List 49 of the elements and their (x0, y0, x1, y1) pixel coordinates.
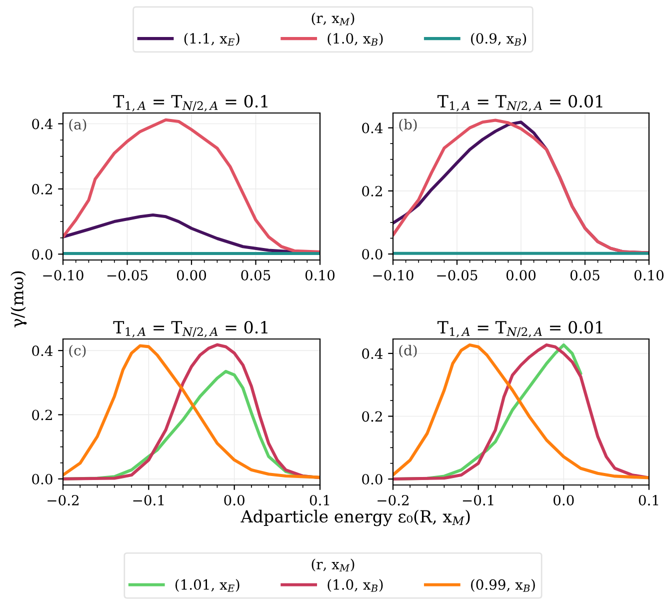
annotation: (c) (69, 344, 86, 358)
x-tick-label: 0.00 (176, 270, 206, 280)
y-axis-title: γ/(mω) (10, 271, 27, 328)
annotation: (d) (399, 344, 417, 358)
y-tick-label: 0.2 (362, 411, 382, 422)
y-tick-label: 0.4 (362, 122, 383, 134)
x-tick-label: 0.10 (305, 270, 335, 280)
legend-label: (0.9, x$_{B}$) (471, 32, 526, 46)
y-tick-label: 0.0 (32, 474, 52, 484)
x-tick-label: −0.1 (133, 494, 164, 506)
chart-title: T$_{1,A}$ = T$_{N/2,A}$ = 0.01 (437, 94, 602, 112)
x-tick-label: −0.1 (462, 494, 494, 506)
legend-label: (0.99, x$_{B}$) (471, 579, 535, 592)
x-tick-label: 0.00 (506, 270, 536, 280)
legend-title: (r, x$_{M}$) (312, 558, 354, 572)
y-tick-label: 0.4 (362, 348, 383, 359)
legend-label: (1.1, x$_{E}$) (184, 32, 240, 46)
y-tick-label: 0.2 (362, 186, 382, 196)
x-tick-label: 0.0 (224, 494, 244, 506)
line-series (63, 118, 320, 254)
legend-title: (r, x$_{M}$) (312, 12, 354, 26)
x-tick-label: −0.2 (48, 494, 78, 506)
x-tick-label: −0.05 (107, 270, 148, 280)
chart-title: T$_{1,A}$ = T$_{N/2,A}$ = 0.01 (437, 320, 602, 338)
x-tick-label: −0.05 (437, 270, 478, 280)
y-tick-label: 0.4 (32, 118, 53, 130)
y-tick-label: 0.4 (32, 346, 53, 356)
legend-label: (1.01, x$_{E}$) (175, 579, 240, 592)
annotation: (b) (399, 118, 417, 132)
x-tick-label: −0.10 (43, 270, 84, 280)
y-tick-label: 0.0 (362, 248, 382, 260)
x-tick-label: −0.2 (378, 494, 408, 506)
chart-title: T$_{1,A}$ = T$_{N/2,A}$ = 0.1 (113, 94, 268, 112)
legend-label: (1.0, x$_{B}$) (328, 32, 383, 46)
x-tick-label: 0.0 (554, 494, 574, 506)
x-tick-label: 0.05 (241, 270, 270, 280)
y-tick-label: 0.2 (32, 410, 52, 420)
y-tick-label: 0.2 (32, 184, 52, 194)
chart-title: T$_{1,A}$ = T$_{N/2,A}$ = 0.1 (113, 320, 268, 338)
x-axis-title: Adparticle energy ε₀(R, x$_{M}$) (240, 510, 470, 526)
x-tick-label: 0.05 (570, 270, 600, 280)
legend-label: (1.0, x$_{B}$) (328, 579, 383, 592)
y-tick-label: 0.0 (32, 249, 52, 260)
x-tick-label: 0.10 (634, 270, 664, 280)
annotation: (a) (69, 118, 86, 132)
y-tick-label: 0.0 (362, 474, 382, 485)
x-tick-label: 0.1 (638, 494, 658, 506)
x-tick-label: −0.10 (373, 270, 414, 280)
x-tick-label: 0.1 (310, 494, 330, 506)
